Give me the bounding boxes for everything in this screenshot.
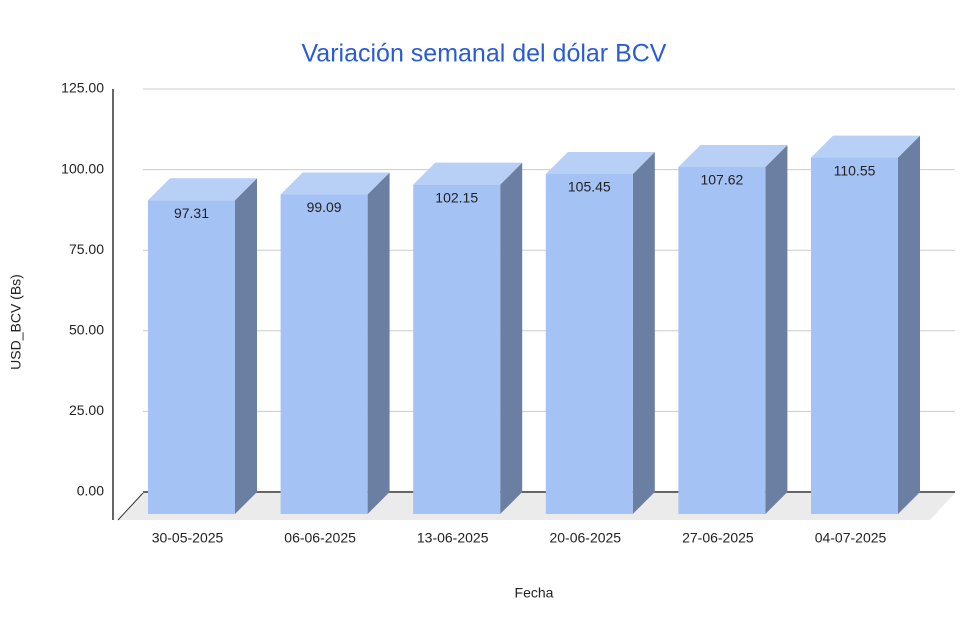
x-tick-label: 20-06-2025 <box>549 530 621 546</box>
y-tick-label: 125.00 <box>61 80 104 96</box>
value-label: 97.31 <box>174 205 209 221</box>
x-tick-label: 30-05-2025 <box>152 530 224 546</box>
x-tick-label: 04-07-2025 <box>815 530 887 546</box>
y-tick-label: 100.00 <box>61 160 104 176</box>
bar <box>545 174 633 514</box>
bar-top <box>678 145 788 168</box>
bar-side <box>632 152 655 514</box>
bar <box>280 194 368 514</box>
value-label: 105.45 <box>568 179 611 195</box>
bar <box>413 184 501 514</box>
chart-title: Variación semanal del dólar BCV <box>301 40 666 68</box>
bar-top <box>148 178 257 201</box>
x-tick-label: 06-06-2025 <box>284 530 356 546</box>
value-label: 110.55 <box>834 162 876 178</box>
x-axis-title: Fecha <box>515 585 554 601</box>
y-tick-label: 50.00 <box>69 322 104 338</box>
bar-top <box>280 172 390 195</box>
x-tick-label: 13-06-2025 <box>417 530 489 546</box>
y-tick-label: 0.00 <box>77 483 104 499</box>
bar <box>811 157 898 515</box>
bar-side <box>367 172 390 514</box>
bar-top <box>413 162 523 185</box>
bar-top <box>545 152 655 175</box>
bar-side <box>898 135 920 515</box>
value-label: 107.62 <box>700 172 743 188</box>
y-tick-label: 75.00 <box>69 241 104 257</box>
floor-edge <box>117 492 144 521</box>
bar <box>148 200 235 514</box>
bar-top <box>811 135 920 158</box>
bar-side <box>235 178 257 514</box>
value-label: 99.09 <box>307 199 342 215</box>
bar-side <box>765 145 788 514</box>
value-label: 102.15 <box>435 189 478 205</box>
bar <box>678 167 766 514</box>
y-tick-label: 25.00 <box>69 402 104 418</box>
x-tick-label: 27-06-2025 <box>682 530 754 546</box>
bar-side <box>500 162 523 514</box>
y-axis-title: USD_BCV (Bs) <box>8 274 24 370</box>
